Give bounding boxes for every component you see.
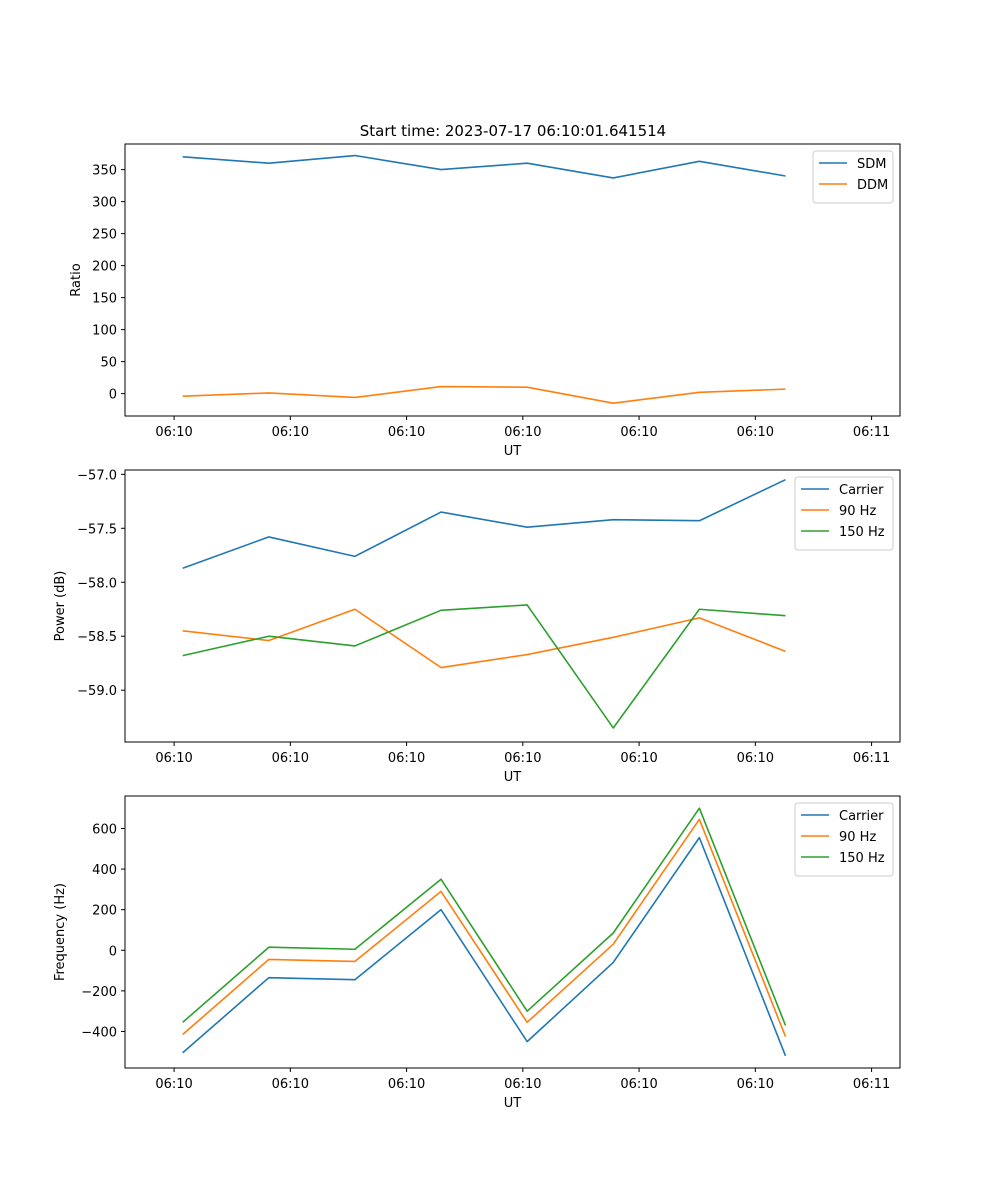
legend: Carrier 90 Hz 150 Hz <box>794 802 894 877</box>
y-tick-label: 400 <box>92 863 117 878</box>
x-tick-label: 06:10 <box>155 425 192 440</box>
y-tick-label: 250 <box>92 228 117 243</box>
x-tick-label: 06:10 <box>737 425 774 440</box>
plot-area-frame <box>124 469 901 743</box>
y-axis-label: Ratio <box>69 263 84 296</box>
x-axis-label: UT <box>504 444 522 459</box>
x-tick-label: 06:11 <box>853 751 890 766</box>
x-tick-label: 06:10 <box>272 425 309 440</box>
y-tick-label: 0 <box>109 944 117 959</box>
legend-label: Carrier <box>839 809 884 824</box>
y-tick-label: −58.0 <box>77 576 117 591</box>
y-tick-label: 0 <box>109 388 117 403</box>
y-axis-label: Power (dB) <box>53 571 68 642</box>
x-tick-label: 06:10 <box>155 751 192 766</box>
y-tick-label: 150 <box>92 292 117 307</box>
legend-label: 150 Hz <box>839 851 885 866</box>
legend-label: Carrier <box>839 483 884 498</box>
legend-label: 90 Hz <box>839 504 876 519</box>
y-tick-label: 350 <box>92 164 117 179</box>
chart-panel-1: 06:10 06:10 06:10 06:10 06:10 06:10 06:11 0 50 10… <box>69 143 901 459</box>
y-axis-label: Frequency (Hz) <box>53 883 68 981</box>
series-line-carrier <box>182 836 787 1057</box>
x-tick-label: 06:10 <box>272 1077 309 1092</box>
legend: Carrier 90 Hz 150 Hz <box>794 476 894 551</box>
plot-area-frame <box>124 795 901 1069</box>
series-line-ddm <box>182 385 786 405</box>
series-line-150-hz <box>182 604 786 729</box>
y-tick-label: −58.5 <box>77 630 117 645</box>
x-tick-label: 06:10 <box>737 1077 774 1092</box>
series-line-carrier <box>182 478 786 569</box>
y-tick-label: 100 <box>92 324 117 339</box>
y-tick-label: 50 <box>100 356 117 371</box>
series-line-150-hz <box>182 807 787 1026</box>
y-tick-label: −400 <box>81 1025 117 1040</box>
x-tick-label: 06:10 <box>620 751 657 766</box>
y-tick-label: −57.0 <box>77 468 117 483</box>
x-tick-label: 06:10 <box>388 751 425 766</box>
x-tick-label: 06:10 <box>272 751 309 766</box>
x-tick-label: 06:10 <box>620 1077 657 1092</box>
x-tick-label: 06:10 <box>155 1077 192 1092</box>
x-tick-label: 06:10 <box>504 425 541 440</box>
chart-panel-2: 06:10 06:10 06:10 06:10 06:10 06:10 06:11 −59.0… <box>53 468 901 785</box>
chart-title: Start time: 2023-07-17 06:10:01.641514 <box>360 122 666 140</box>
y-tick-label: −59.0 <box>77 684 117 699</box>
legend-label: SDM <box>857 157 886 172</box>
y-tick-label: 200 <box>92 260 117 275</box>
x-tick-label: 06:10 <box>737 751 774 766</box>
x-tick-label: 06:10 <box>504 751 541 766</box>
x-tick-label: 06:10 <box>504 1077 541 1092</box>
x-tick-label: 06:10 <box>620 425 657 440</box>
series-line-90-hz <box>182 818 787 1037</box>
series-line-90-hz <box>182 608 786 669</box>
legend-label: 90 Hz <box>839 830 876 845</box>
chart-panel-3: 06:10 06:10 06:10 06:10 06:10 06:10 06:11 −400 −… <box>53 795 901 1111</box>
x-axis-label: UT <box>504 770 522 785</box>
legend-box <box>812 150 894 204</box>
x-tick-label: 06:11 <box>853 425 890 440</box>
legend: SDM DDM <box>812 150 894 204</box>
x-tick-label: 06:11 <box>853 1077 890 1092</box>
y-tick-label: 200 <box>92 904 117 919</box>
y-tick-label: 600 <box>92 822 117 837</box>
legend-label: DDM <box>857 178 888 193</box>
legend-label: 150 Hz <box>839 525 885 540</box>
y-tick-label: −200 <box>81 985 117 1000</box>
plot-area-frame <box>124 143 901 417</box>
y-tick-label: −57.5 <box>77 522 117 537</box>
x-axis-label: UT <box>504 1096 522 1111</box>
y-tick-label: 300 <box>92 196 117 211</box>
x-tick-label: 06:10 <box>388 1077 425 1092</box>
x-tick-label: 06:10 <box>388 425 425 440</box>
chart-panels: 06:10 06:10 06:10 06:10 06:10 06:10 06:11 0 50 10… <box>53 143 901 1111</box>
series-line-sdm <box>182 154 786 179</box>
